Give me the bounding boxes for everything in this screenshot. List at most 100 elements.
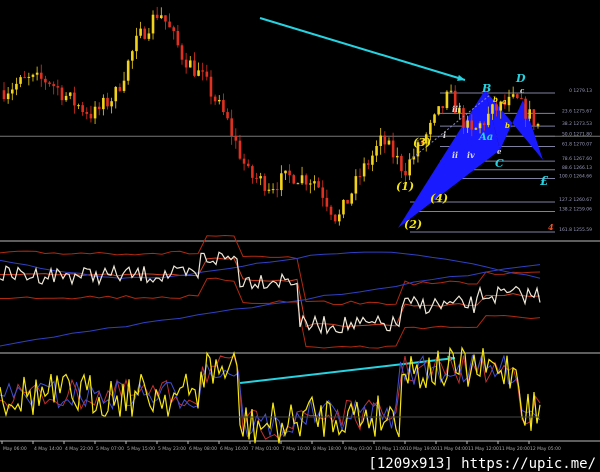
candle-body (31, 74, 35, 77)
candle-body (118, 86, 122, 91)
candle-body (346, 199, 349, 204)
candle-body (56, 86, 60, 88)
fib-level-label: 138.2 1259.06 (559, 207, 592, 213)
candle-body (19, 77, 22, 84)
fib-level-label: 127.2 1260.67 (559, 197, 592, 203)
fib-level-label: 88.6 1266.13 (562, 165, 592, 171)
candle-body (126, 60, 130, 81)
x-tick-label: 5 May 23:00 (158, 446, 186, 452)
candle-body (164, 15, 167, 22)
candle-body (77, 105, 80, 107)
candle-body (259, 176, 262, 179)
x-tick-label: 4 May 22:00 (65, 446, 93, 452)
candle-body (520, 98, 523, 100)
candle-body (482, 123, 486, 126)
candle-body (408, 159, 411, 176)
candle-body (429, 122, 432, 135)
candle-body (395, 155, 399, 158)
candle-body (441, 106, 445, 108)
candle-body (143, 28, 147, 39)
candle-body (155, 14, 159, 19)
candle-body (131, 51, 134, 61)
candle-body (358, 176, 362, 178)
candle-body (433, 114, 436, 123)
stoch-signal-red (0, 355, 541, 440)
upper-band (0, 235, 541, 306)
wave-label-i: i (443, 130, 446, 140)
trend-arrow-head (457, 74, 465, 81)
candle-body (487, 113, 490, 126)
candle-body (122, 80, 126, 91)
oscillator-line (0, 251, 541, 335)
fib-level-label: 100.0 1264.66 (559, 173, 592, 179)
candle-body (516, 94, 519, 99)
candle-body (6, 93, 10, 100)
candle-body (217, 100, 221, 102)
blue-ma-line (0, 251, 541, 279)
fib-level-label: 161.8 1255.59 (559, 227, 592, 233)
candle-body (321, 187, 325, 198)
x-tick-label: 10 May 19:00 (406, 446, 437, 452)
fib-level-label: 38.2 1273.53 (562, 121, 592, 127)
x-tick-label: 10 May 11:00 (375, 446, 406, 452)
candle-body (412, 156, 416, 160)
x-tick-label: 11 May 12:00 (468, 446, 499, 452)
candle-body (267, 189, 271, 191)
candle-body (309, 183, 312, 185)
candle-body (68, 92, 72, 96)
fib-level-label: 78.6 1267.60 (562, 156, 592, 162)
candle-body (234, 136, 238, 141)
candle-body (424, 134, 428, 144)
candle-body (15, 83, 18, 90)
candle-body (474, 128, 478, 130)
candle-body (511, 94, 515, 97)
candle-body (271, 189, 275, 191)
candle-body (238, 140, 242, 159)
candle-body (462, 108, 465, 128)
candle-body (81, 105, 84, 112)
candle-body (495, 104, 498, 111)
wave-label-b: b (493, 95, 498, 104)
candle-body (528, 109, 532, 119)
candle-body (404, 170, 407, 176)
candle-body (379, 135, 382, 146)
candle-body (470, 120, 474, 130)
x-tick-label: 5 May 07:00 (96, 446, 124, 452)
x-tick-label: 7 May 10:00 (282, 446, 310, 452)
x-tick-label: 12 May 05:00 (530, 446, 561, 452)
fib-level-label: 61.8 1270.07 (562, 142, 592, 148)
candle-body (172, 27, 176, 31)
candle-body (532, 109, 536, 126)
candle-body (64, 95, 68, 101)
candle-body (304, 175, 308, 185)
candle-body (338, 214, 341, 222)
candle-body (445, 91, 449, 108)
candle-body (23, 77, 26, 79)
candle-body (453, 90, 457, 113)
candle-body (362, 163, 366, 177)
candle-body (135, 35, 138, 52)
candle-body (317, 181, 320, 188)
candle-body (313, 181, 316, 184)
candle-body (503, 101, 507, 106)
candle-body (222, 100, 225, 113)
candle-body (85, 111, 89, 114)
candle-body (325, 197, 329, 207)
candle-body (507, 96, 511, 106)
middle-band (0, 257, 541, 328)
candle-body (226, 112, 229, 119)
candle-body (39, 72, 43, 79)
wave-label-w2: (2) (404, 218, 422, 231)
candle-body (160, 15, 163, 19)
candle-body (205, 71, 209, 77)
x-tick-label: 7 May 01:00 (251, 446, 279, 452)
wave-label-w4: (4) (430, 192, 448, 205)
fib-level-label: 0 1279.13 (569, 88, 592, 94)
candle-body (366, 163, 370, 165)
lower-band (0, 277, 541, 349)
candle-body (97, 106, 101, 110)
x-tick-label: 5 May 15:00 (127, 446, 155, 452)
candle-body (387, 140, 391, 145)
candle-body (209, 76, 213, 97)
